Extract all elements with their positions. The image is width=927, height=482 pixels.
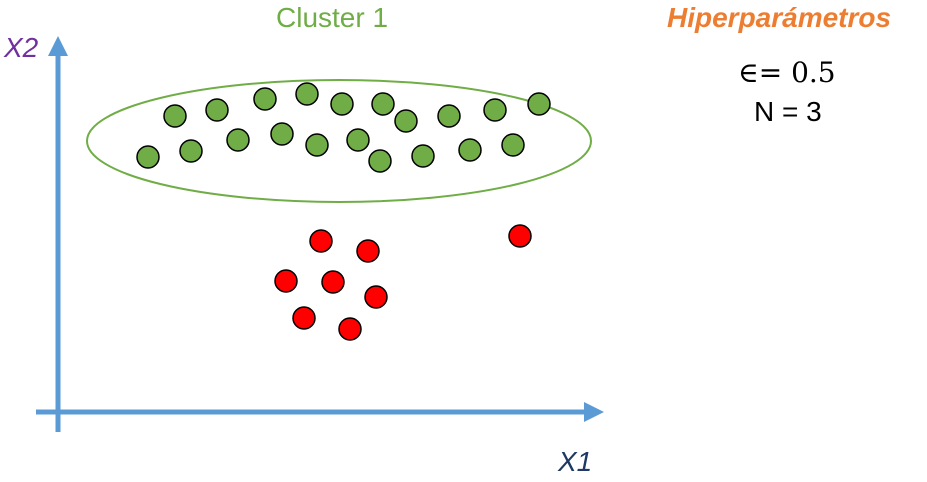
green-point: [163, 104, 187, 128]
green-points: [136, 82, 551, 173]
x1-axis-arrowhead: [584, 402, 604, 422]
red-point: [364, 285, 388, 309]
cluster-1-label: Cluster 1: [276, 2, 389, 33]
n-value: N = 3: [754, 96, 822, 127]
green-point: [501, 133, 525, 157]
green-point: [483, 98, 507, 122]
green-point: [527, 92, 551, 116]
green-point: [458, 138, 482, 162]
red-points: [274, 224, 532, 341]
green-point: [394, 109, 418, 133]
green-point: [136, 145, 160, 169]
red-point: [274, 269, 298, 293]
green-point: [179, 139, 203, 163]
red-point: [309, 229, 333, 253]
green-point: [346, 128, 370, 152]
green-point: [253, 87, 277, 111]
red-point: [292, 306, 316, 330]
green-point: [411, 144, 435, 168]
red-point: [508, 224, 532, 248]
red-point: [338, 317, 362, 341]
y-axis-label: X2: [4, 32, 39, 63]
green-point: [437, 104, 461, 128]
green-point: [295, 82, 319, 106]
red-point: [356, 239, 380, 263]
x2-axis-arrowhead: [48, 36, 68, 56]
green-point: [305, 133, 329, 157]
x-axis-label: X1: [558, 446, 593, 477]
green-point: [205, 98, 229, 122]
green-point: [371, 92, 395, 116]
green-point: [226, 128, 250, 152]
green-point: [368, 149, 392, 173]
cluster-1-ellipse: [86, 79, 592, 203]
hyperparameters-title: Hiperparámetros: [667, 2, 892, 33]
green-point: [270, 122, 294, 146]
green-point: [330, 92, 354, 116]
epsilon-value: ∈= 0.5: [738, 56, 836, 89]
red-point: [321, 270, 345, 294]
